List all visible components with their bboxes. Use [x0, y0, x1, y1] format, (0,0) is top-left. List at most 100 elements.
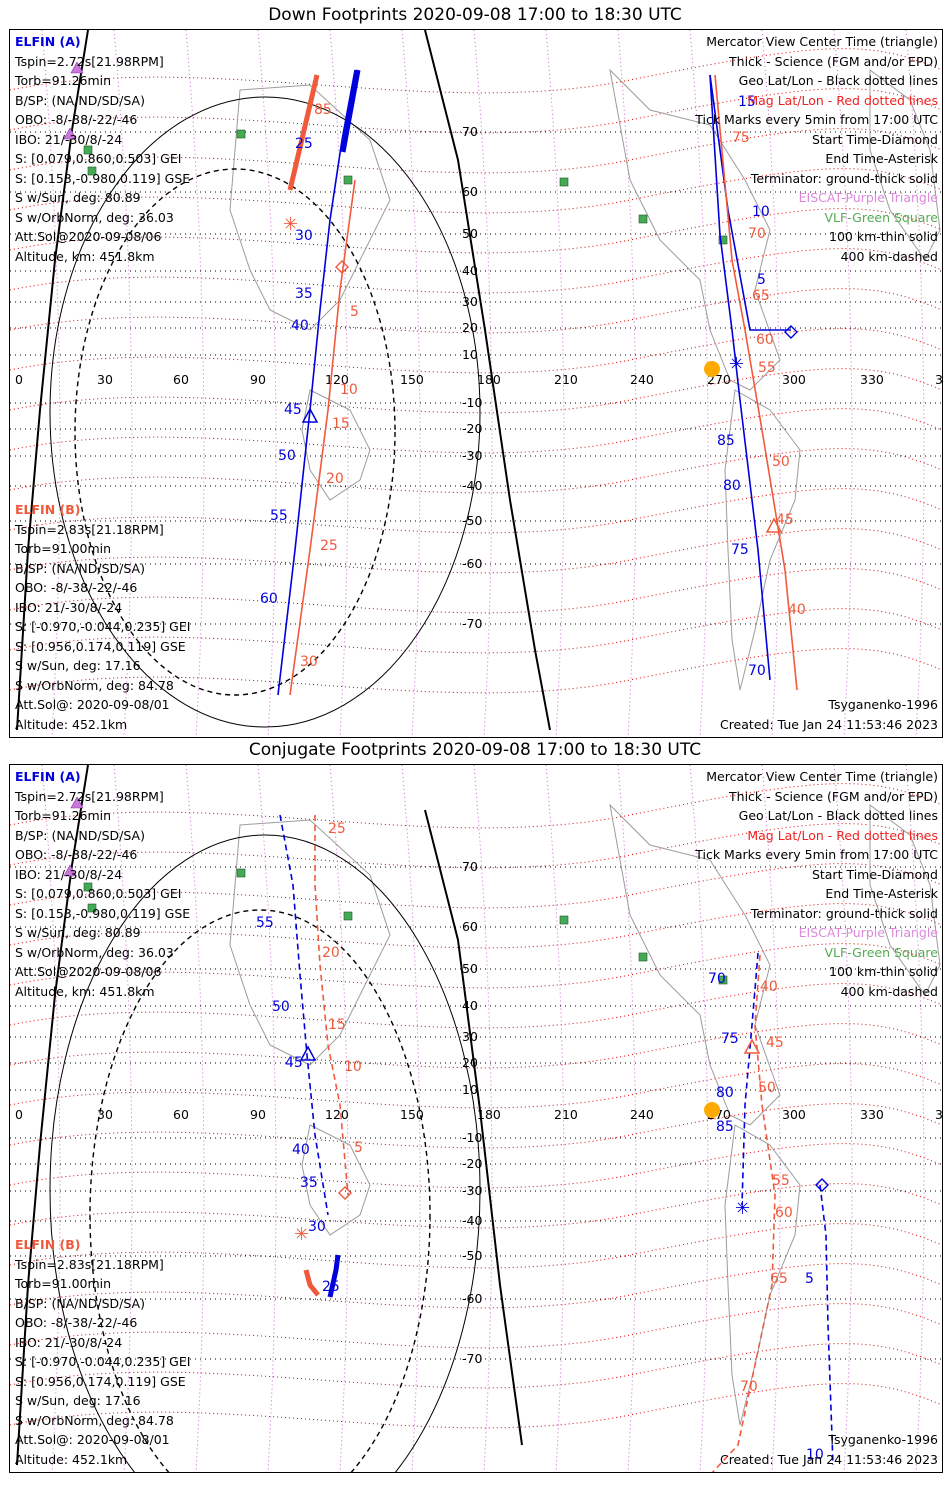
- elfin-a-tick-label: 40: [292, 1142, 310, 1158]
- sat-a-line: S: [0.079,0.860,0.503] GEI: [15, 886, 182, 901]
- sat-b-line: S w/Sun, deg: 17.16: [15, 658, 141, 673]
- lat-tick-label: -20: [462, 1156, 482, 1171]
- sat-a-line: OBO: -8/-38/-22/-46: [15, 847, 138, 862]
- vlf-station-icon: [343, 911, 353, 921]
- lat-tick-label: -70: [462, 1351, 482, 1366]
- elfin-b-tick-label: 45: [776, 512, 794, 528]
- elfin-a-start-diamond: [784, 325, 798, 339]
- lon-tick-label: 30: [97, 372, 113, 387]
- elfin-b-track: [289, 179, 356, 696]
- lat-tick-label: 40: [462, 263, 478, 278]
- legend: Mercator View Center Time (triangle) Thi…: [695, 32, 938, 266]
- elfin-a-tick-label: 80: [716, 1085, 734, 1101]
- legend-item: Tick Marks every 5min from 17:00 UTC: [695, 112, 938, 127]
- legend-item: Terminator: ground-thick solid: [750, 905, 938, 921]
- elfin-a-track: [277, 69, 356, 696]
- lat-tick-label: 60: [462, 919, 478, 934]
- mag-longitude-line: [905, 765, 925, 1472]
- legend-item: EISCAT-Purple Triangle: [798, 925, 938, 940]
- mag-longitude-line: [329, 765, 349, 1472]
- altitude-400km-ring: [74, 168, 396, 696]
- lon-tick-label: 300: [782, 1107, 806, 1122]
- sat-b-line: OBO: -8/-38/-22/-46: [15, 1315, 138, 1330]
- panel-2-title: Conjugate Footprints 2020-09-08 17:00 to…: [248, 740, 702, 760]
- sat-a-line: B/SP: (NA/ND/SD/SA): [15, 92, 145, 108]
- lat-tick-label: 10: [462, 1082, 478, 1097]
- sat-a-line: IBO: 21/-30/8/-24: [15, 131, 123, 147]
- elfin-b-tick-label: 15: [328, 1017, 346, 1033]
- elfin-b-end-asterisk: ✳: [283, 214, 298, 235]
- elfin-a-tick-label: 45: [285, 1055, 303, 1071]
- mag-longitude-line: [113, 765, 133, 1472]
- altitude-100km-ring: [49, 834, 481, 1472]
- sat-a-line: IBO: 21/-30/8/-24: [15, 866, 123, 882]
- mag-longitude-line: [185, 30, 205, 737]
- vlf-station-icon: [87, 903, 97, 913]
- elfin-b-center-triangle: [743, 1038, 761, 1054]
- continent-outline: [609, 68, 781, 391]
- mag-longitude-line: [761, 765, 781, 1472]
- elfin-b-tick-label: 50: [758, 1080, 776, 1096]
- legend-item: EISCAT-Purple Triangle: [798, 190, 938, 205]
- continent-outline: [724, 389, 801, 691]
- elfin-a-track-east: [741, 952, 759, 1206]
- lat-tick-label: 50: [462, 226, 478, 241]
- elfin-b-tick-label: 5: [350, 304, 359, 320]
- elfin-b-tick-label: 45: [766, 1035, 784, 1051]
- legend-item: 400 km-dashed: [840, 983, 938, 999]
- lat-tick-label: -10: [462, 1130, 482, 1145]
- elfin-b-science-segment: [287, 74, 320, 191]
- lat-tick-label: -40: [462, 1213, 482, 1228]
- legend-item: VLF-Green Square: [824, 944, 938, 960]
- elfin-b-tick-label: 15: [332, 416, 350, 432]
- mag-longitude-line: [473, 30, 493, 737]
- lon-tick-label: 210: [554, 372, 578, 387]
- vlf-station-icon: [83, 882, 93, 892]
- vlf-station-icon: [559, 177, 569, 187]
- lat-tick-label: -70: [462, 616, 482, 631]
- legend-item: Mag Lat/Lon - Red dotted lines: [747, 827, 938, 843]
- elfin-b-tick-label: 10: [344, 1059, 362, 1075]
- sat-a-line: Altitude, km: 451.8km: [15, 983, 155, 999]
- model-name: Tsyganenko-1996: [828, 697, 938, 712]
- mag-longitude-line: [473, 765, 493, 1472]
- elfin-b-tick-label: 50: [772, 454, 790, 470]
- elfin-a-tick-label: 75: [721, 1031, 739, 1047]
- sat-a-line: S w/Sun, deg: 80.89: [15, 190, 141, 205]
- legend-item: Geo Lat/Lon - Black dotted lines: [738, 808, 938, 823]
- sat-b-line: S w/OrbNorm, deg: 84.78: [15, 677, 174, 693]
- altitude-400km-ring: [89, 909, 431, 1472]
- mag-longitude-line: [329, 30, 349, 737]
- sat-a-line: B/SP: (NA/ND/SD/SA): [15, 827, 145, 843]
- sat-b-line: Att.Sol@: 2020-09-08/01: [15, 697, 170, 712]
- sat-b-line: B/SP: (NA/ND/SD/SA): [15, 560, 145, 576]
- vlf-station-icon: [87, 166, 97, 176]
- lon-tick-label: 150: [400, 372, 424, 387]
- elfin-b-tick-label: 25: [320, 538, 338, 554]
- legend-item: End Time-Asterisk: [825, 886, 938, 901]
- mag-longitude-line: [761, 30, 781, 737]
- altitude-100km-ring: [49, 96, 481, 728]
- sat-a-line: Tspin=2.72s[21.98RPM]: [15, 788, 164, 804]
- elfin-b-tick-label: 85: [314, 102, 332, 118]
- continent-outline: [229, 84, 391, 331]
- sun-icon: [704, 1102, 720, 1118]
- down-footprints-panel: 0306090120150180210240270300330360706050…: [9, 29, 943, 738]
- credits: Tsyganenko-1996 Created: Tue Jan 24 11:5…: [720, 1430, 938, 1469]
- lon-tick-label: 300: [782, 372, 806, 387]
- lon-tick-label: 60: [173, 1107, 189, 1122]
- legend-item: Start Time-Diamond: [811, 131, 938, 147]
- legend-item: Tick Marks every 5min from 17:00 UTC: [695, 847, 938, 862]
- elfin-b-tick-label: 60: [756, 332, 774, 348]
- elfin-a-tick-label: 55: [256, 915, 274, 931]
- elfin-b-tick-label: 20: [326, 471, 344, 487]
- lon-tick-label: 0: [15, 372, 23, 387]
- elfin-b-track-east: [711, 954, 776, 1472]
- elfin-b-tick-label: 55: [758, 360, 776, 376]
- sat-a-info: ELFIN (A) Tspin=2.72s[21.98RPM] Torb=91.…: [15, 767, 190, 1001]
- vlf-station-icon: [559, 915, 569, 925]
- sat-b-name: ELFIN (B): [15, 502, 81, 517]
- elfin-b-tick-label: 40: [760, 979, 778, 995]
- continent-outline: [869, 804, 941, 996]
- lat-tick-label: 60: [462, 184, 478, 199]
